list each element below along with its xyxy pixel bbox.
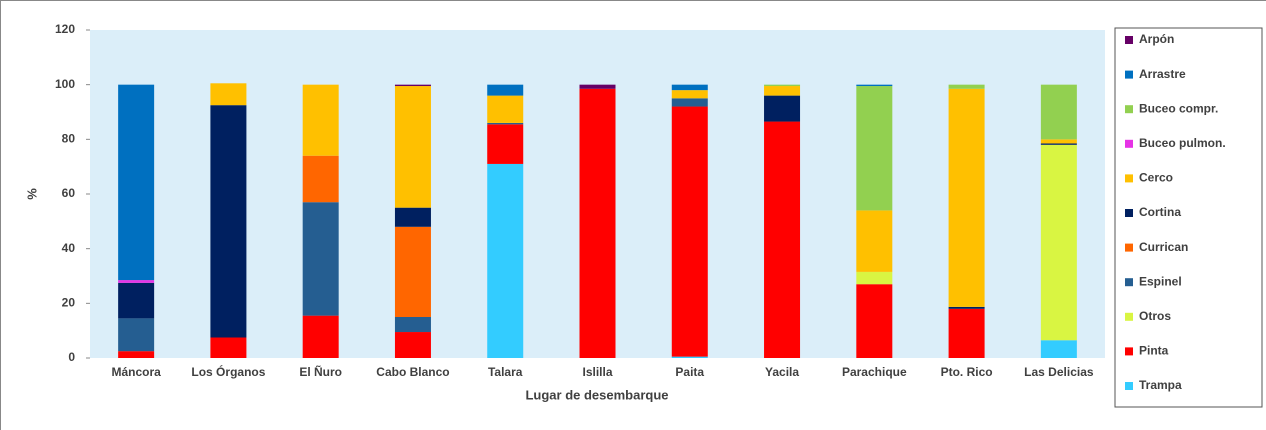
bar-segment — [118, 318, 155, 352]
bar-segment — [302, 315, 339, 358]
bar-segment — [856, 210, 893, 272]
bar-segment — [856, 86, 893, 211]
bar-segment — [671, 106, 708, 357]
bar-segment — [118, 84, 155, 281]
bar-segment — [1040, 139, 1077, 144]
bar-segment — [856, 84, 893, 87]
bar-segment — [764, 121, 801, 358]
y-tick-label: 80 — [62, 132, 76, 146]
bar-segment — [948, 84, 985, 89]
legend-swatch — [1125, 382, 1133, 390]
bar-segment — [394, 207, 431, 227]
bar-segment — [302, 202, 339, 316]
bar-segment — [671, 90, 708, 99]
bar-segment — [856, 271, 893, 285]
bar-segment — [302, 155, 339, 203]
bar-segment — [948, 306, 985, 309]
bar-segment — [210, 337, 247, 358]
bar-segment — [671, 84, 708, 91]
y-tick-label: 0 — [68, 350, 75, 364]
legend-swatch — [1125, 278, 1133, 287]
bar-segment — [948, 88, 985, 307]
legend-label: Cerco — [1139, 171, 1173, 185]
x-tick-label: Los Órganos — [191, 364, 265, 379]
y-tick-label: 40 — [62, 241, 76, 255]
bar-segment — [394, 86, 431, 208]
x-tick-label: Cabo Blanco — [376, 365, 449, 379]
legend-swatch — [1125, 209, 1133, 217]
bar-segment — [764, 86, 801, 96]
y-tick-label: 100 — [55, 77, 75, 91]
bar-segment — [764, 95, 801, 122]
bar-segment — [487, 163, 524, 358]
legend-box — [1114, 27, 1263, 408]
x-tick-label: Islilla — [582, 365, 612, 379]
legend-swatch — [1125, 139, 1133, 148]
legend-label: Arpón — [1139, 32, 1174, 46]
legend-label: Arrastre — [1139, 67, 1186, 81]
bar-segment — [671, 356, 708, 358]
x-tick-label: Las Delicias — [1024, 365, 1094, 379]
x-tick-label: Parachique — [842, 365, 907, 379]
legend-label: Cortina — [1139, 205, 1181, 219]
bar-segment — [579, 84, 616, 89]
bar-segment — [948, 308, 985, 358]
legend-label: Buceo pulmon. — [1139, 136, 1226, 150]
y-tick-label: 20 — [62, 296, 76, 310]
bar-segment — [487, 122, 524, 125]
legend-swatch — [1125, 36, 1133, 44]
legend-swatch — [1125, 174, 1133, 183]
bar-segment — [1040, 144, 1077, 341]
bar-segment — [1040, 340, 1077, 358]
legend-label: Currican — [1139, 240, 1188, 254]
bar-segment — [210, 105, 247, 338]
bar-segment — [579, 88, 616, 359]
bar-segment — [210, 83, 247, 106]
legend-label: Trampa — [1139, 378, 1182, 392]
y-tick-label: 60 — [62, 186, 76, 200]
x-axis-title: Lugar de desembarque — [525, 387, 668, 402]
y-axis-title: % — [24, 188, 39, 200]
bar-segment — [487, 124, 524, 164]
bar-segment — [764, 84, 801, 87]
bar-segment — [394, 84, 431, 87]
bar-segment — [1040, 84, 1077, 140]
legend-label: Buceo compr. — [1139, 101, 1218, 115]
x-tick-label: El Ñuro — [299, 364, 342, 379]
bar-segment — [671, 98, 708, 107]
y-tick-label: 120 — [55, 22, 75, 36]
legend-swatch — [1125, 243, 1133, 252]
legend-swatch — [1125, 70, 1133, 79]
bar-segment — [856, 284, 893, 358]
bar-segment — [394, 332, 431, 358]
bar-segment — [487, 95, 524, 123]
legend-swatch — [1125, 105, 1133, 114]
x-tick-label: Pto. Rico — [941, 365, 993, 379]
x-tick-label: Paita — [675, 365, 704, 379]
legend-swatch — [1125, 347, 1133, 356]
bar-segment — [487, 84, 524, 96]
x-tick-label: Máncora — [111, 365, 161, 379]
legend-label: Otros — [1139, 309, 1171, 323]
x-tick-label: Talara — [488, 365, 523, 379]
bar-segment — [302, 84, 339, 156]
legend-swatch — [1125, 312, 1133, 321]
legend-label: Espinel — [1139, 274, 1182, 288]
bar-segment — [394, 317, 431, 333]
x-tick-label: Yacila — [765, 365, 799, 379]
bar-segment — [118, 351, 155, 358]
bar-segment — [118, 280, 155, 283]
bar-segment — [1040, 143, 1077, 145]
bar-segment — [394, 226, 431, 317]
legend-label: Pinta — [1139, 344, 1169, 358]
bar-segment — [118, 282, 155, 319]
